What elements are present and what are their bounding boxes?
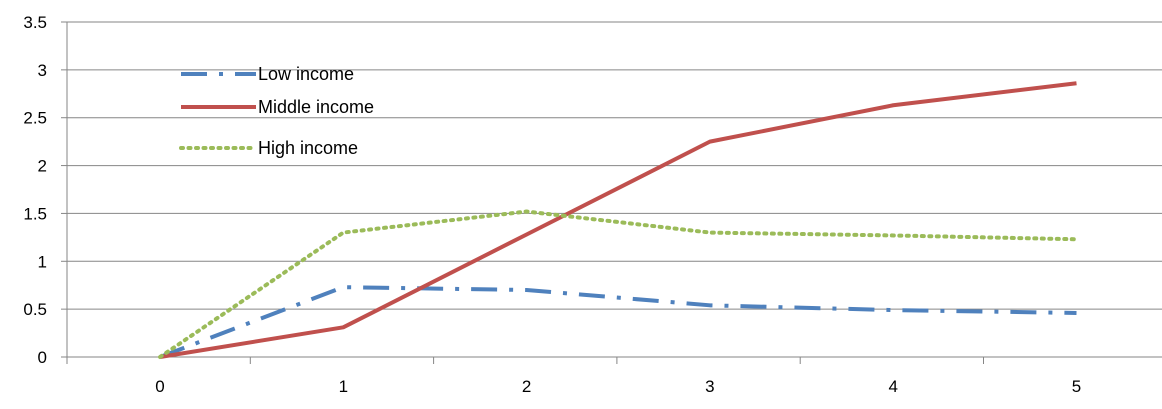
data-point (525, 232, 529, 236)
data-point (1075, 81, 1079, 85)
data-point (891, 233, 895, 237)
data-point (1075, 311, 1079, 315)
x-tick-label: 2 (522, 377, 531, 396)
data-point (708, 140, 712, 144)
data-point (891, 103, 895, 107)
data-point (525, 210, 529, 214)
y-tick-label: 2.5 (23, 109, 47, 128)
y-tick-label: 0 (38, 348, 47, 367)
x-tick-label: 5 (1072, 377, 1081, 396)
x-axis-tick-labels: 0 1 2 3 4 5 (155, 377, 1081, 396)
series-line-low-income (159, 285, 1077, 359)
data-point (525, 288, 529, 292)
legend: Low income Middle income High income (179, 64, 374, 158)
y-tick-label: 1.5 (23, 204, 47, 223)
data-point (1075, 237, 1079, 241)
series-line-high-income (158, 209, 1079, 359)
y-tick-label: 3 (38, 61, 47, 80)
y-tick-label: 3.5 (23, 13, 47, 32)
legend-label: Middle income (258, 97, 374, 117)
y-tick-label: 2 (38, 157, 47, 176)
data-point (341, 325, 345, 329)
axes (61, 21, 1162, 364)
series-line-middle-income (159, 81, 1077, 359)
series-lines (158, 81, 1079, 359)
data-point (891, 308, 895, 312)
data-point (158, 355, 162, 359)
x-tick-label: 3 (705, 377, 714, 396)
y-tick-label: 0.5 (23, 300, 47, 319)
data-point (341, 285, 345, 289)
data-point (708, 303, 712, 307)
x-tick-label: 1 (339, 377, 348, 396)
x-tick-label: 4 (888, 377, 897, 396)
legend-label: Low income (258, 64, 354, 84)
data-point (341, 231, 345, 235)
data-point (708, 231, 712, 235)
legend-label: High income (258, 138, 358, 158)
y-tick-label: 1 (38, 252, 47, 271)
gridlines (67, 21, 1162, 310)
y-axis-tick-labels: 0 0.5 1 1.5 2 2.5 3 3.5 (23, 13, 47, 367)
x-tick-label: 0 (155, 377, 164, 396)
